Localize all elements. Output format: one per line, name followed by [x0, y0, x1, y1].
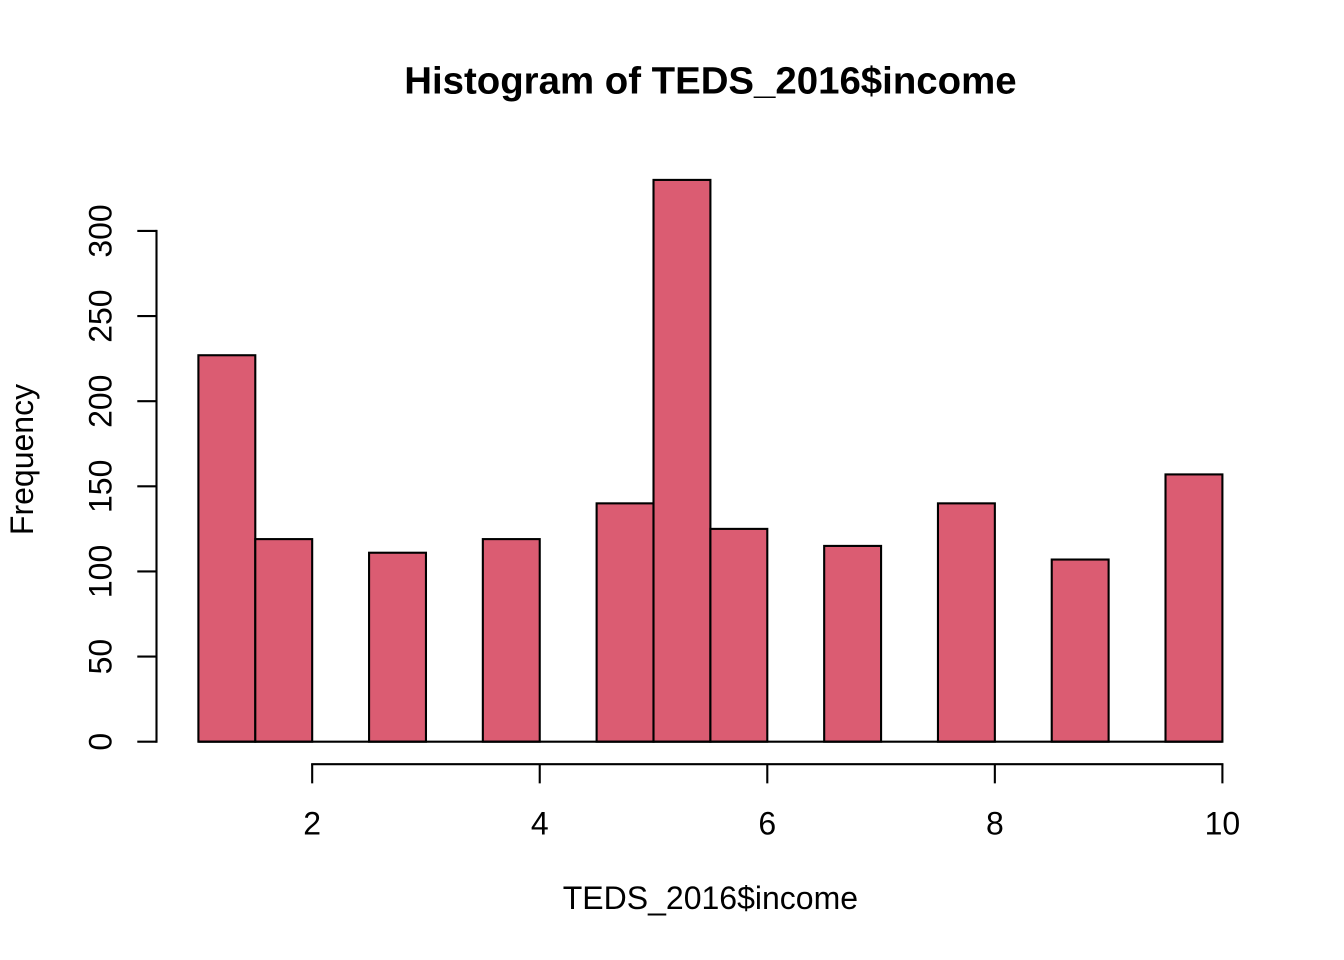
- svg-text:50: 50: [83, 639, 119, 675]
- svg-text:10: 10: [1205, 805, 1241, 841]
- svg-text:150: 150: [83, 460, 119, 513]
- svg-text:2: 2: [303, 805, 321, 841]
- svg-text:TEDS_2016$income: TEDS_2016$income: [563, 880, 858, 916]
- svg-text:6: 6: [758, 805, 776, 841]
- svg-text:0: 0: [83, 733, 119, 751]
- svg-text:4: 4: [531, 805, 549, 841]
- svg-text:8: 8: [986, 805, 1004, 841]
- svg-text:Histogram of TEDS_2016$income: Histogram of TEDS_2016$income: [404, 59, 1016, 102]
- svg-text:Frequency: Frequency: [4, 384, 40, 535]
- svg-text:300: 300: [83, 204, 119, 257]
- svg-text:100: 100: [83, 545, 119, 598]
- svg-text:250: 250: [83, 289, 119, 342]
- svg-text:200: 200: [83, 375, 119, 428]
